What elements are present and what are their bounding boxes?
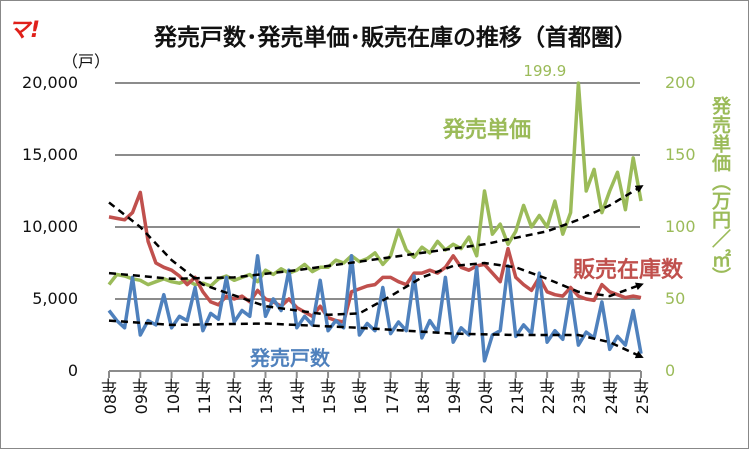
right-tick-label: 200: [665, 73, 696, 92]
chart-title: 発売戸数･発売単価･販売在庫の推移（首都圏）: [154, 25, 637, 51]
series-line-2: [107, 81, 643, 288]
trendline-1: [108, 201, 644, 317]
left-axis-unit: （戸）: [62, 52, 111, 71]
left-tick-label: 10,000: [22, 217, 78, 236]
label-price: 発売単価: [443, 118, 532, 143]
series-line-0: [107, 254, 643, 363]
peak-annotation: 199.9: [523, 62, 567, 80]
left-tick-label: 15,000: [22, 145, 78, 164]
right-tick-label: 100: [665, 217, 696, 236]
left-tick-label: 20,000: [22, 73, 78, 92]
trendline-2: [108, 185, 644, 281]
right-tick-label: 50: [665, 289, 686, 308]
series-line-1: [108, 190, 642, 324]
right-tick-label: 0: [665, 361, 676, 380]
left-tick-label: 5,000: [32, 289, 78, 308]
label-inventory: 販売在庫数: [573, 258, 684, 283]
right-tick-label: 150: [665, 145, 696, 164]
right-axis-title: 発売単価（万円／㎡）: [709, 96, 731, 286]
left-tick-label: 0: [67, 361, 78, 380]
logo: マ!: [8, 18, 41, 43]
label-supply: 発売戸数: [250, 346, 330, 370]
